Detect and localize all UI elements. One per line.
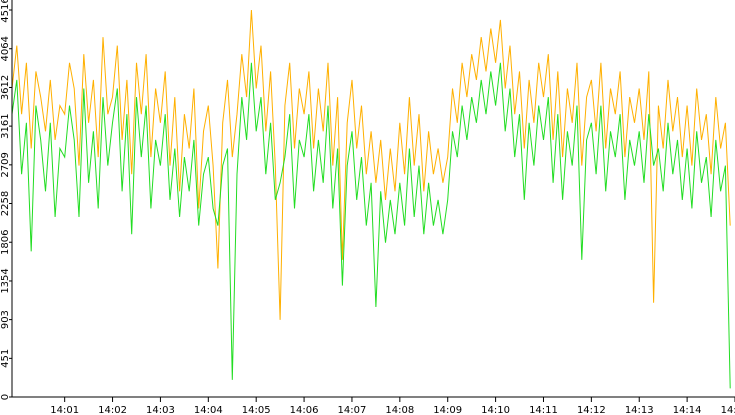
y-tick-label: 4516: [0, 0, 11, 23]
y-tick-label: 2258: [0, 191, 11, 216]
x-tick-label: 14:07: [338, 405, 367, 415]
x-tick-label: 14:05: [242, 405, 271, 415]
x-tick-label: 14:14: [673, 405, 702, 415]
x-tick-label: 14:06: [290, 405, 319, 415]
x-tick-label: 14:03: [146, 405, 175, 415]
series-line: [11, 9, 731, 320]
y-tick-label: 2709: [0, 152, 11, 177]
x-tick-label: 14:11: [529, 405, 558, 415]
y-tick-label: 0: [0, 394, 11, 400]
x-tick-label: 14:13: [625, 405, 654, 415]
y-tick-label: 4064: [0, 36, 11, 61]
x-tick-label: 14:09: [433, 405, 462, 415]
y-tick-label: 1354: [0, 268, 11, 293]
x-tick-label: 14:08: [385, 405, 414, 415]
y-tick-label: 451: [0, 349, 11, 368]
series-line: [11, 62, 731, 389]
y-tick-label: 903: [0, 310, 11, 329]
x-tick-label: 14:12: [577, 405, 606, 415]
y-tick-label: 1806: [0, 230, 11, 255]
x-tick-label: 14:02: [98, 405, 127, 415]
x-tick-label: 14:10: [481, 405, 510, 415]
x-tick-label: 14:01: [50, 405, 79, 415]
x-tick-label: 14:15: [721, 405, 735, 415]
y-tick-label: 3612: [0, 75, 11, 100]
x-tick-label: 14:04: [194, 405, 223, 415]
y-tick-label: 3161: [0, 113, 11, 138]
